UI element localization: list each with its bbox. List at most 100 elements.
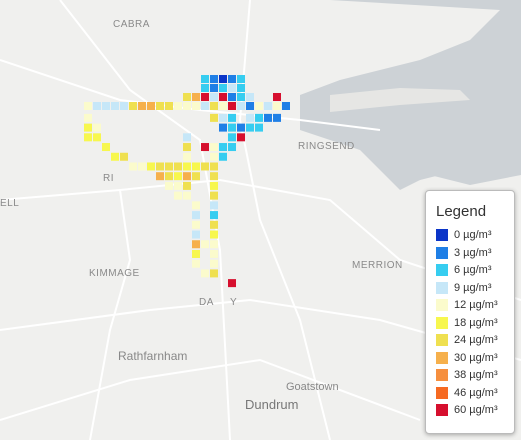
grid-cell: [93, 133, 101, 142]
grid-cell: [174, 191, 182, 200]
grid-cell: [210, 191, 218, 200]
grid-cell: [120, 152, 128, 161]
grid-cell: [183, 102, 191, 110]
grid-cell: [183, 93, 191, 101]
grid-cell: [219, 84, 227, 92]
grid-cell: [246, 93, 254, 101]
grid-cell: [192, 240, 200, 249]
legend-label: 38 µg/m³: [454, 369, 498, 381]
grid-cell: [165, 181, 173, 190]
grid-cell: [255, 102, 263, 110]
grid-cell: [192, 93, 200, 101]
grid-cell: [183, 191, 191, 200]
legend-item: 6 µg/m³: [436, 264, 492, 278]
grid-cell: [129, 102, 137, 110]
legend-item: 18 µg/m³: [436, 317, 498, 331]
grid-cell: [210, 102, 218, 110]
legend-swatch: [436, 281, 448, 294]
grid-cell: [210, 75, 218, 83]
grid-cell: [246, 113, 254, 122]
place-label: CABRA: [113, 19, 150, 30]
grid-cell: [255, 113, 263, 122]
grid-cell: [201, 143, 209, 152]
legend-label: 60 µg/m³: [454, 404, 498, 416]
grid-cell: [102, 102, 110, 110]
grid-cell: [84, 102, 92, 110]
legend-label: 12 µg/m³: [454, 299, 498, 311]
grid-cell: [174, 172, 182, 181]
place-label: KIMMAGE: [89, 268, 140, 279]
water: [375, 150, 440, 185]
grid-cell: [210, 269, 218, 278]
grid-cell: [192, 172, 200, 181]
grid-cell: [228, 279, 236, 288]
place-label: RI: [103, 173, 114, 184]
legend-title: Legend: [436, 203, 487, 220]
grid-cell: [183, 133, 191, 142]
grid-cell: [228, 113, 236, 122]
legend-label: 18 µg/m³: [454, 316, 498, 329]
grid-cell: [111, 102, 119, 110]
grid-cell: [219, 123, 227, 132]
grid-cell: [210, 220, 218, 229]
grid-cell: [165, 102, 173, 110]
grid-cell: [210, 143, 218, 152]
grid-cell: [219, 75, 227, 83]
place-label: Y: [230, 297, 237, 308]
grid-cell: [120, 102, 128, 110]
legend-swatch: [436, 299, 448, 312]
legend-item: 3 µg/m³: [436, 247, 492, 261]
grid-cell: [282, 102, 290, 110]
legend-item: 38 µg/m³: [436, 369, 498, 383]
grid-cell: [93, 102, 101, 110]
legend-label: 24 µg/m³: [454, 334, 498, 346]
legend-label: 30 µg/m³: [454, 351, 498, 364]
place-label: Dundrum: [245, 397, 298, 412]
legend-label: 9 µg/m³: [454, 281, 492, 294]
grid-cell: [237, 93, 245, 101]
grid-cell: [210, 162, 218, 171]
grid-cell: [165, 162, 173, 171]
grid-cell: [138, 162, 146, 171]
legend-label: 6 µg/m³: [454, 264, 492, 276]
legend-swatch: [436, 229, 448, 242]
legend-item: 12 µg/m³: [436, 299, 498, 313]
grid-cell: [201, 240, 209, 249]
grid-cell: [210, 240, 218, 249]
legend-item: 24 µg/m³: [436, 334, 498, 348]
legend: Legend 0 µg/m³ 3 µg/m³ 6 µg/m³ 9 µg/m³ 12 µg…: [425, 190, 515, 434]
grid-cell: [210, 113, 218, 122]
grid-cell: [183, 172, 191, 181]
grid-cell: [273, 93, 281, 101]
grid-cell: [201, 269, 209, 278]
grid-cell: [183, 152, 191, 161]
grid-cell: [273, 113, 281, 122]
grid-cell: [219, 102, 227, 110]
grid-cell: [138, 102, 146, 110]
grid-cell: [210, 249, 218, 258]
grid-cell: [129, 162, 137, 171]
grid-cell: [84, 123, 92, 132]
legend-item: 30 µg/m³: [436, 352, 498, 366]
legend-label: 0 µg/m³: [454, 229, 492, 241]
grid-cell: [264, 113, 272, 122]
legend-swatch: [436, 369, 448, 382]
grid-cell: [255, 123, 263, 132]
grid-cell: [201, 93, 209, 101]
grid-cell: [228, 75, 236, 83]
grid-cell: [183, 162, 191, 171]
grid-cell: [174, 181, 182, 190]
grid-cell: [228, 133, 236, 142]
grid-cell: [147, 162, 155, 171]
legend-swatch: [436, 351, 448, 364]
grid-cell: [201, 75, 209, 83]
grid-cell: [192, 211, 200, 220]
grid-cell: [156, 172, 164, 181]
place-label: MERRION: [352, 260, 403, 271]
grid-cell: [192, 162, 200, 171]
cells: [84, 75, 290, 288]
grid-cell: [93, 123, 101, 132]
grid-cell: [84, 133, 92, 142]
grid-cell: [210, 230, 218, 239]
